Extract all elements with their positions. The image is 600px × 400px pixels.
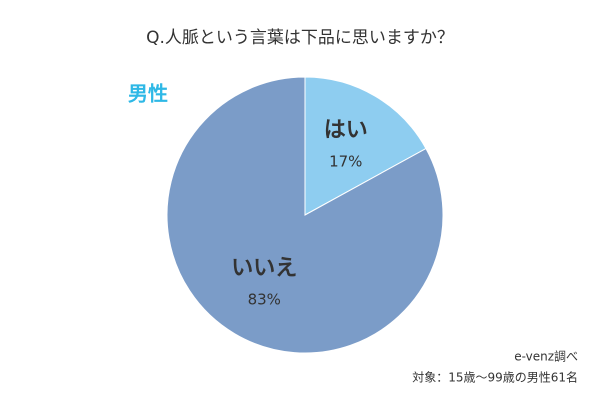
source-note: 対象：15歳〜99歳の男性61名	[412, 370, 578, 385]
pie-slice	[304, 76, 427, 216]
slice-label: はい	[324, 118, 368, 143]
value-label: 17%	[329, 153, 362, 171]
source-note: e-venz調べ	[514, 350, 578, 364]
slice-label: いいえ	[231, 256, 297, 281]
chart-title: Q.人脈という言葉は下品に思いますか？	[146, 28, 454, 48]
chart-subtitle: 男性	[128, 82, 168, 106]
pie-slice	[166, 76, 444, 354]
value-label: 83%	[248, 290, 281, 308]
